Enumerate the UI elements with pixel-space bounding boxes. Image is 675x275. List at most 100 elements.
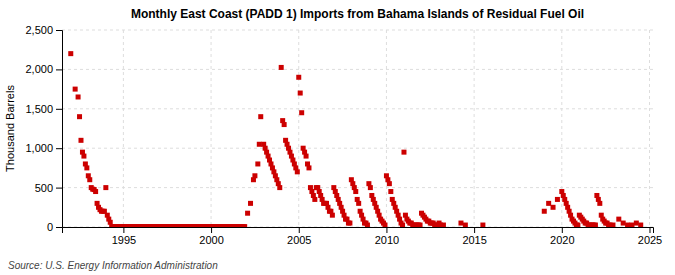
point <box>103 185 108 190</box>
x-tick: 2020 <box>550 227 574 246</box>
grid-line-y <box>62 148 653 149</box>
point <box>258 114 263 119</box>
point <box>458 221 463 226</box>
point <box>463 223 468 227</box>
point <box>418 223 423 227</box>
point <box>638 223 643 227</box>
point <box>610 223 615 227</box>
y-axis-line <box>56 31 63 228</box>
grid <box>62 30 653 227</box>
grid-line-x <box>386 30 387 227</box>
y-tick-mark <box>56 69 62 70</box>
point <box>546 201 551 206</box>
x-tick: 2005 <box>287 227 311 246</box>
point <box>245 211 250 216</box>
point <box>78 138 83 143</box>
x-tick-label: 2015 <box>462 234 486 246</box>
point <box>634 221 639 226</box>
point <box>441 223 446 227</box>
point <box>542 209 547 214</box>
x-tick-mark <box>211 227 212 233</box>
point <box>304 154 309 159</box>
x-tick-mark <box>123 227 124 233</box>
y-tick-label: 1,500 <box>25 103 53 115</box>
y-tick-mark <box>56 109 62 110</box>
y-tick-label: 0 <box>47 221 53 233</box>
point <box>87 177 92 182</box>
y-tick: 2,500 <box>25 24 62 36</box>
point <box>312 197 317 202</box>
point <box>330 213 335 218</box>
x-axis: 1995 2000 2005 2010 2015 2020 2025 <box>63 227 663 246</box>
x-tick-mark <box>562 227 563 233</box>
grid-line-y <box>62 30 653 31</box>
grid-line-y <box>62 187 653 188</box>
point <box>400 223 405 227</box>
point <box>625 223 630 227</box>
y-tick-label: 1,000 <box>25 142 53 154</box>
point <box>242 224 247 227</box>
grid-line-x <box>474 30 475 227</box>
x-tick-label: 2020 <box>550 234 574 246</box>
point <box>616 217 621 222</box>
x-tick-label: 1995 <box>112 234 136 246</box>
grid-line-y <box>62 108 653 109</box>
x-tick-mark <box>649 227 650 233</box>
point <box>255 161 260 166</box>
point <box>108 220 113 225</box>
x-tick: 2010 <box>375 227 399 246</box>
point <box>76 94 81 99</box>
y-tick-mark <box>56 30 62 31</box>
point <box>621 221 626 226</box>
y-tick: 500 <box>35 182 62 194</box>
x-tick-label: 2000 <box>199 234 223 246</box>
y-tick-label: 500 <box>35 182 53 194</box>
y-tick-label: 2,500 <box>25 24 53 36</box>
point <box>277 185 282 190</box>
points <box>68 51 643 227</box>
y-tick: 0 <box>47 221 62 233</box>
y-tick: 2,000 <box>25 63 62 75</box>
title: Monthly East Coast (PADD 1) Imports from… <box>131 7 584 21</box>
point <box>575 223 580 227</box>
x-tick: 2025 <box>638 227 662 246</box>
y-axis-title: Thousand Barrels <box>4 85 16 172</box>
y-tick-label: 2,000 <box>25 63 53 75</box>
x-tick: 1995 <box>112 227 136 246</box>
grid-line-x <box>649 30 650 227</box>
plot-area: 1995 2000 2005 2010 2015 2020 2025 0 500 1,000 1,5… <box>25 24 662 246</box>
point <box>551 205 556 210</box>
point <box>77 114 82 119</box>
point <box>347 221 352 226</box>
point <box>279 65 284 70</box>
y-tick: 1,500 <box>25 103 62 115</box>
x-axis-line <box>63 228 654 234</box>
point <box>480 223 485 227</box>
x-tick-mark <box>474 227 475 233</box>
x-tick: 2015 <box>462 227 486 246</box>
point <box>81 154 86 159</box>
x-tick: 2000 <box>199 227 223 246</box>
y-axis: 0 500 1,000 1,500 2,000 2,500 <box>25 24 62 233</box>
chart: 1995 2000 2005 2010 2015 2020 2025 0 500 1,000 1,5… <box>0 0 675 275</box>
grid-line-x <box>298 30 299 227</box>
y-tick-mark <box>56 188 62 189</box>
point <box>387 181 392 186</box>
x-tick-label: 2025 <box>638 234 662 246</box>
source-note: Source: U.S. Energy Information Administ… <box>8 260 218 271</box>
point <box>282 122 287 127</box>
point <box>68 51 73 56</box>
grid-line-x <box>211 30 212 227</box>
point <box>252 173 257 178</box>
point <box>299 110 304 115</box>
point <box>353 189 358 194</box>
point <box>257 142 262 147</box>
y-tick-mark <box>56 148 62 149</box>
point <box>382 223 387 227</box>
y-tick-mark <box>56 227 62 228</box>
point <box>84 165 89 170</box>
point <box>401 150 406 155</box>
point <box>248 201 253 206</box>
point <box>356 201 361 206</box>
x-tick-mark <box>386 227 387 233</box>
